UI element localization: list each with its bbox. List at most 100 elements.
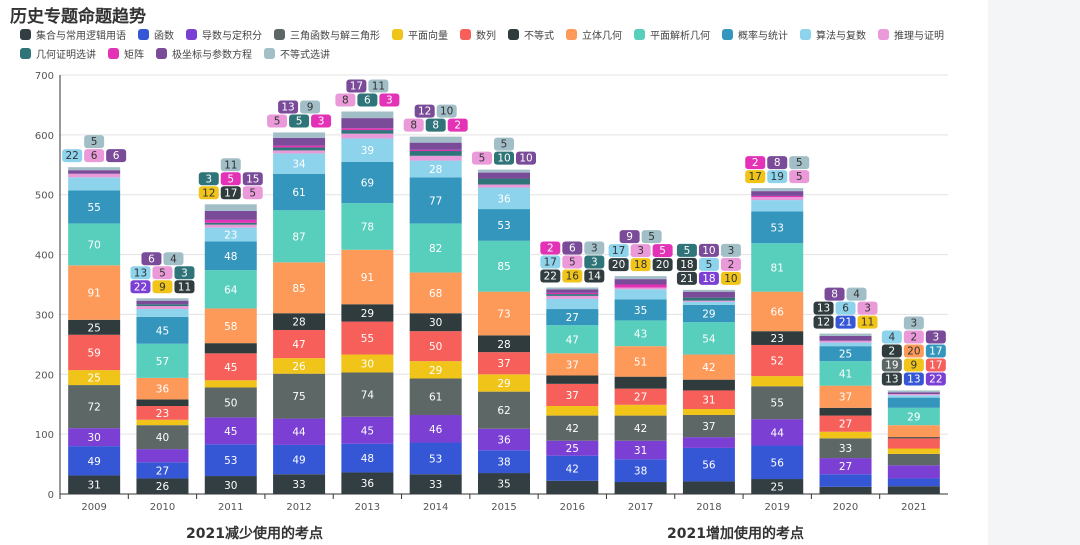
data-label-chip <box>630 258 651 272</box>
data-label: 27 <box>839 419 852 431</box>
bar-segment <box>887 407 940 426</box>
bar-segment <box>68 319 121 335</box>
data-label: 3 <box>728 245 735 257</box>
data-label: 29 <box>907 411 920 423</box>
bar-segment <box>273 262 326 314</box>
legend-item[interactable]: 不等式 <box>508 27 554 42</box>
bar-segment <box>478 352 530 375</box>
bar-segment <box>887 478 940 487</box>
bar-segment <box>409 442 462 475</box>
data-label: 25 <box>87 373 100 385</box>
data-label-chip <box>267 114 288 128</box>
legend-swatch <box>274 29 285 40</box>
data-label: 5 <box>479 153 486 165</box>
legend-swatch <box>108 48 119 59</box>
bar-segment <box>341 111 394 119</box>
bar-segment <box>204 417 257 445</box>
bar-segment <box>136 298 189 301</box>
data-label-chip <box>447 118 468 132</box>
legend-item[interactable]: 数列 <box>460 27 496 42</box>
data-label: 27 <box>634 392 647 404</box>
data-label-chip <box>584 241 605 255</box>
data-label-chip <box>767 170 788 184</box>
data-label-chip <box>357 93 378 107</box>
bar-segment <box>546 455 599 481</box>
bar-segment <box>546 383 599 407</box>
legend-swatch <box>156 48 167 59</box>
data-label: 22 <box>544 270 557 282</box>
data-label: 34 <box>292 159 306 171</box>
data-label: 4 <box>170 253 177 265</box>
bar-segment <box>682 409 735 415</box>
bar-segment <box>682 379 735 391</box>
legend-swatch <box>634 29 645 40</box>
data-label-chip <box>174 280 195 294</box>
data-label: 9 <box>159 281 166 293</box>
data-label-chip <box>584 255 605 269</box>
data-label: 9 <box>626 231 633 243</box>
bar-segment <box>546 480 599 494</box>
legend-item[interactable]: 矩阵 <box>108 46 144 61</box>
legend-label: 平面解析几何 <box>650 31 710 42</box>
bar-segment <box>136 399 189 407</box>
data-label: 37 <box>566 390 579 402</box>
bar-segment <box>614 404 667 416</box>
legend-item[interactable]: 集合与常用逻辑用语 <box>20 27 126 42</box>
legend-item[interactable]: 极坐标与参数方程 <box>156 46 252 61</box>
bar-segment <box>887 394 940 396</box>
bar-segment <box>136 419 189 426</box>
data-label: 6 <box>113 150 120 162</box>
legend-item[interactable]: 算法与复数 <box>800 27 866 42</box>
x-tick-label: 2013 <box>355 502 380 513</box>
bar-segment <box>478 473 530 494</box>
data-label: 12 <box>817 317 830 329</box>
bar-segment <box>546 325 599 354</box>
data-label-chip <box>903 316 924 330</box>
bar-segment <box>887 465 940 479</box>
data-label: 3 <box>933 331 940 343</box>
legend-label: 矩阵 <box>124 50 144 61</box>
data-label: 3 <box>386 95 393 107</box>
bar-segment <box>614 388 667 405</box>
legend-item[interactable]: 不等式选讲 <box>264 46 330 61</box>
data-label: 8 <box>774 157 781 169</box>
legend-item[interactable]: 平面向量 <box>392 27 448 42</box>
data-label: 35 <box>634 305 647 317</box>
x-tick-label: 2020 <box>833 502 858 513</box>
y-tick-label: 200 <box>35 370 54 381</box>
bar-segment <box>478 450 530 474</box>
data-label: 91 <box>87 288 100 300</box>
bar-segment <box>409 149 462 152</box>
legend-item[interactable]: 推理与证明 <box>878 27 944 42</box>
legend-item[interactable]: 平面解析几何 <box>634 27 710 42</box>
data-label-chip <box>652 258 673 272</box>
legend-item[interactable]: 三角函数与解三角形 <box>274 27 380 42</box>
data-label: 6 <box>842 303 849 315</box>
data-label: 57 <box>156 356 169 368</box>
data-label: 17 <box>749 171 762 183</box>
legend-item[interactable]: 立体几何 <box>566 27 622 42</box>
bar-segment <box>273 147 326 151</box>
bar-segment <box>204 444 257 477</box>
bar-segment <box>682 390 735 410</box>
legend-swatch <box>138 29 149 40</box>
bar-segment <box>546 353 599 376</box>
data-label-chip <box>789 170 810 184</box>
bar-segment <box>68 177 121 191</box>
legend-item[interactable]: 概率与统计 <box>722 27 788 42</box>
data-label: 13 <box>907 373 920 385</box>
bar-segment <box>68 475 121 494</box>
data-label: 5 <box>227 173 234 185</box>
data-label-chip <box>835 315 856 329</box>
bar-segment <box>751 479 804 494</box>
data-label: 55 <box>87 202 100 214</box>
legend-item[interactable]: 函数 <box>138 27 174 42</box>
data-label: 26 <box>292 361 306 373</box>
x-tick-label: 2009 <box>81 502 106 513</box>
legend-item[interactable]: 几何证明选讲 <box>20 46 96 61</box>
bar-segment <box>68 190 121 224</box>
data-label-chip <box>300 100 321 114</box>
legend-item[interactable]: 导数与定积分 <box>186 27 262 42</box>
bar-segment <box>478 240 530 292</box>
data-label: 46 <box>429 424 443 436</box>
